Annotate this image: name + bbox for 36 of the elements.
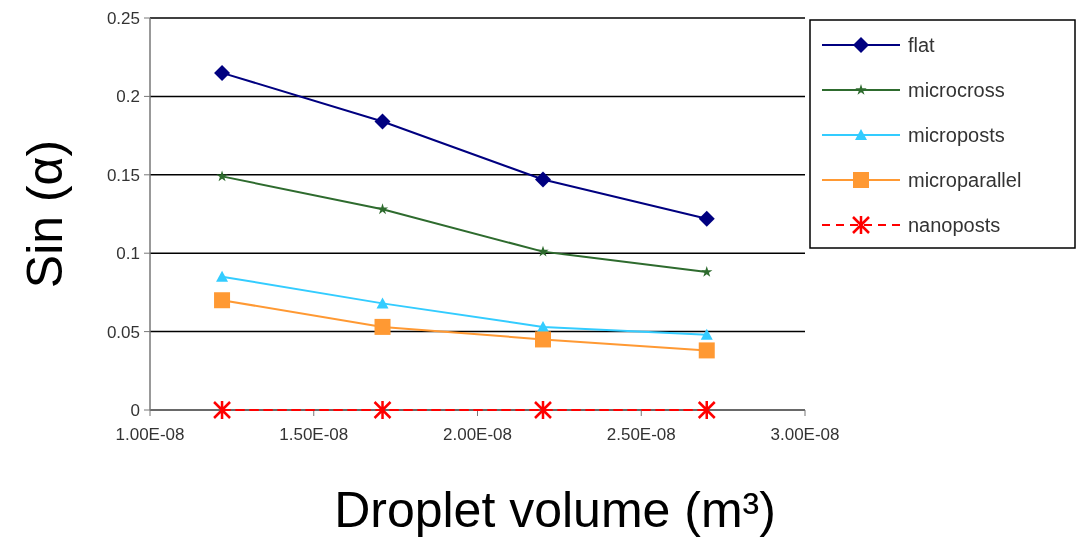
point [216,270,229,282]
x-tick-label: 1.50E-08 [279,425,349,444]
point [701,266,713,277]
point [214,64,231,81]
point [535,171,551,188]
point [214,292,231,309]
legend-label: nanoposts [908,214,1001,236]
legend-label: microcross [908,79,1005,101]
point [374,113,391,130]
y-tick-label: 0.1 [116,244,140,264]
legend-label: microposts [908,124,1005,146]
point [700,328,713,340]
point [212,399,232,421]
x-tick-label: 2.00E-08 [443,425,512,444]
point [535,331,551,348]
point [373,399,392,421]
point [698,210,715,227]
point [697,399,716,421]
y-axis-title: Sin (α) [17,139,73,289]
y-tick-label: 0.25 [106,8,140,28]
x-tick-label: 2.50E-08 [606,425,676,444]
point [376,203,389,215]
point [533,399,553,421]
x-axis-title: Droplet volume (m³) [334,482,776,538]
legend-label: microparallel [908,169,1022,191]
y-tick-label: 0 [130,400,140,420]
point [376,297,389,309]
x-tick-label: 1.00E-08 [115,425,185,444]
legend-label: flat [908,34,936,56]
point [374,318,391,335]
point [537,245,549,257]
point [698,342,715,359]
y-tick-label: 0.2 [116,87,140,107]
x-tick-label: 3.00E-08 [770,425,840,444]
y-tick-label: 0.15 [106,165,140,185]
y-tick-label: 0.05 [106,322,140,342]
